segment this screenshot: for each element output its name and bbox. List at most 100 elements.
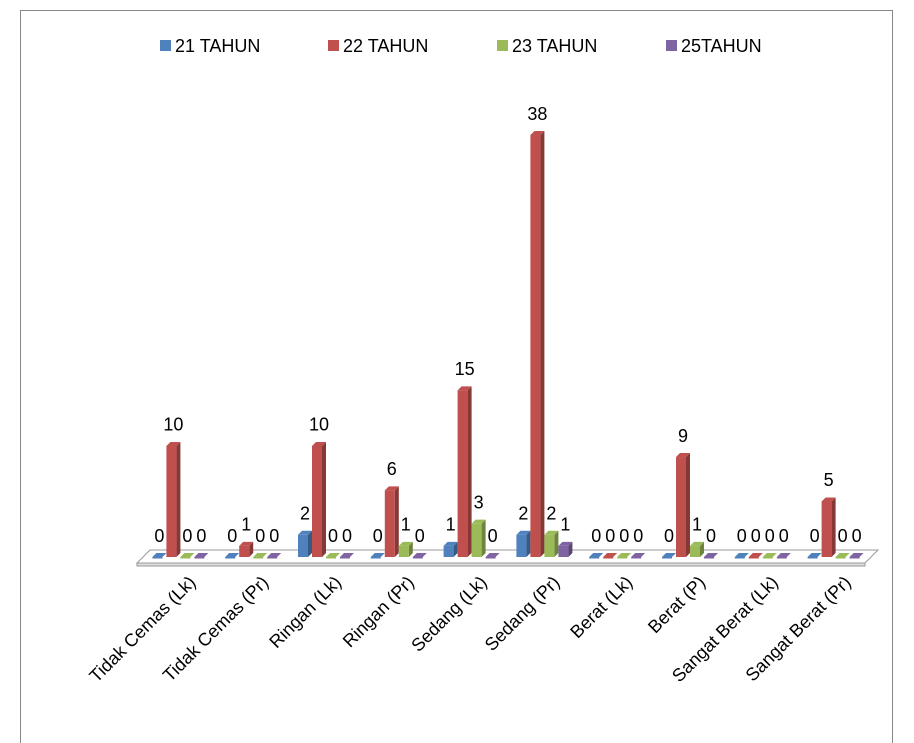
bar xyxy=(617,557,628,559)
bar xyxy=(762,557,773,559)
data-label: 0 xyxy=(779,526,789,546)
bar-top xyxy=(589,553,604,557)
data-label: 2 xyxy=(546,504,556,524)
bar xyxy=(849,557,860,559)
bar-top xyxy=(558,541,573,546)
bar xyxy=(384,490,395,557)
data-label: 10 xyxy=(163,415,183,435)
bar xyxy=(776,557,787,559)
bar xyxy=(690,545,700,557)
bar-top xyxy=(194,553,209,557)
bar-top xyxy=(412,553,427,557)
bar xyxy=(530,135,541,557)
data-label: 0 xyxy=(838,526,848,546)
data-label: 9 xyxy=(678,426,688,446)
bar-top xyxy=(152,553,167,557)
bar-top xyxy=(298,530,312,535)
data-label: 5 xyxy=(824,470,834,490)
legend-swatch xyxy=(160,40,171,51)
bar xyxy=(544,534,555,557)
bar-top xyxy=(631,553,646,557)
data-label: 0 xyxy=(255,526,265,546)
data-label: 0 xyxy=(373,526,383,546)
bar-top xyxy=(370,553,385,557)
data-label: 0 xyxy=(227,526,237,546)
data-label: 1 xyxy=(241,515,251,535)
bar xyxy=(312,445,322,557)
legend-label: 25TAHUN xyxy=(681,36,762,56)
bar-top xyxy=(704,553,718,557)
bar xyxy=(485,557,496,559)
bar-side xyxy=(408,541,413,557)
data-label: 0 xyxy=(765,526,775,546)
data-label: 0 xyxy=(810,526,820,546)
data-label: 0 xyxy=(852,526,862,546)
legend-label: 21 TAHUN xyxy=(175,36,260,56)
bar xyxy=(558,545,569,557)
data-label: 0 xyxy=(706,526,716,546)
data-label: 6 xyxy=(387,459,397,479)
bar-top xyxy=(312,441,326,446)
bar-side xyxy=(554,530,559,557)
bar-top xyxy=(835,553,850,557)
bar-side xyxy=(540,131,545,557)
bar xyxy=(631,557,642,559)
bar xyxy=(704,557,714,559)
bar-side xyxy=(568,541,573,557)
data-label: 0 xyxy=(591,526,601,546)
data-label: 0 xyxy=(605,526,615,546)
data-label: 1 xyxy=(560,515,570,535)
bar xyxy=(457,390,468,557)
legend-label: 23 TAHUN xyxy=(512,36,597,56)
legend-swatch xyxy=(666,40,677,51)
bar xyxy=(194,557,205,559)
bar-top xyxy=(180,553,195,557)
bar-top xyxy=(690,541,704,546)
bar-side xyxy=(481,519,486,557)
bar-top xyxy=(485,553,500,557)
bar xyxy=(370,557,381,559)
bar-side xyxy=(700,541,704,557)
bar-side xyxy=(322,441,326,557)
bar-top xyxy=(471,519,486,524)
bar-side xyxy=(686,453,690,557)
bar xyxy=(443,545,454,557)
bar-top xyxy=(225,553,240,557)
data-label: 3 xyxy=(474,492,484,512)
chart-border xyxy=(20,10,893,743)
bar-side xyxy=(176,441,181,557)
bar xyxy=(239,545,250,557)
data-label: 0 xyxy=(664,526,674,546)
data-label: 0 xyxy=(269,526,279,546)
bar xyxy=(152,557,163,559)
bar xyxy=(821,501,832,557)
data-label: 10 xyxy=(309,415,329,435)
bar xyxy=(662,557,672,559)
bar-top xyxy=(807,553,822,557)
bar xyxy=(298,534,308,557)
bar-top xyxy=(734,553,749,557)
bar-side xyxy=(308,530,312,557)
bar xyxy=(340,557,350,559)
bar xyxy=(471,523,482,557)
bar xyxy=(180,557,191,559)
bar-top xyxy=(603,553,618,557)
bar-side xyxy=(394,486,399,557)
bar-top xyxy=(457,386,472,391)
bar-top xyxy=(516,530,531,535)
bar xyxy=(253,557,264,559)
bar-top xyxy=(617,553,632,557)
bar-top xyxy=(384,486,399,491)
data-label: 0 xyxy=(196,526,206,546)
bar-top xyxy=(776,553,791,557)
bar-top xyxy=(239,541,254,546)
bar-side xyxy=(249,541,254,557)
bar xyxy=(225,557,236,559)
bar xyxy=(748,557,759,559)
data-label: 0 xyxy=(328,526,338,546)
data-label: 0 xyxy=(737,526,747,546)
data-label: 0 xyxy=(415,526,425,546)
bar-top xyxy=(748,553,763,557)
